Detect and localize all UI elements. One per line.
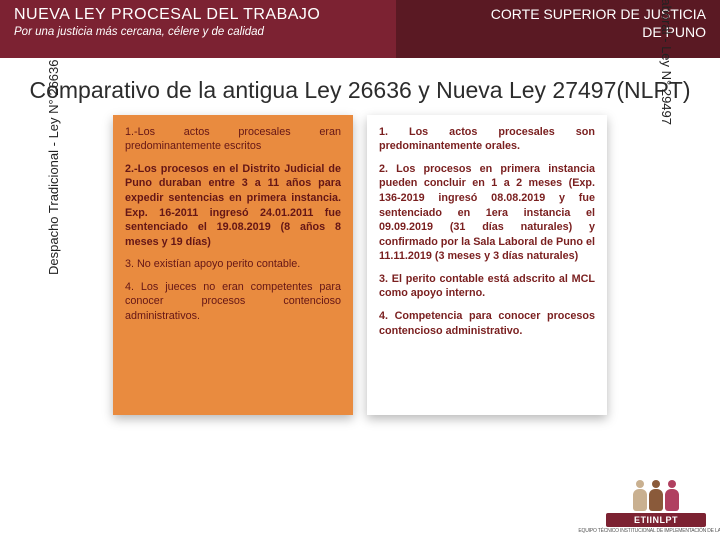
page-title-row: Comparativo de la antigua Ley 26636 y Nu… xyxy=(0,58,720,115)
panel-item: 1. Los actos procesales son predominante… xyxy=(379,125,595,154)
panel-item: 3. No existían apoyo perito contable. xyxy=(125,257,341,272)
right-vertical-label: Módulo Corporativo Laboral - Ley N° 2949… xyxy=(659,0,674,125)
comparison-area: Despacho Tradicional - Ley N° 26636 Módu… xyxy=(0,115,720,415)
panel-item: 4. Competencia para conocer procesos con… xyxy=(379,309,595,338)
footer-logo: ETIINLPT EQUIPO TÉCNICO INSTITUCIONAL DE… xyxy=(606,486,706,534)
logo-bar: ETIINLPT xyxy=(606,513,706,527)
header-left: NUEVA LEY PROCESAL DEL TRABAJO Por una j… xyxy=(0,0,396,58)
left-vertical-label: Despacho Tradicional - Ley N° 26636 xyxy=(46,59,61,275)
header-bar: NUEVA LEY PROCESAL DEL TRABAJO Por una j… xyxy=(0,0,720,58)
panel-item: 3. El perito contable está adscrito al M… xyxy=(379,272,595,301)
panel-item: 2.-Los procesos en el Distrito Judicial … xyxy=(125,162,341,249)
new-law-panel: 1. Los actos procesales son predominante… xyxy=(367,115,607,415)
logo-subtext: EQUIPO TÉCNICO INSTITUCIONAL DE IMPLEMEN… xyxy=(578,528,720,534)
panel-item: 4. Los jueces no eran competentes para c… xyxy=(125,280,341,324)
panels-container: 1.-Los actos procesales eran predominant… xyxy=(113,115,607,415)
header-title: NUEVA LEY PROCESAL DEL TRABAJO xyxy=(14,6,382,24)
header-subtitle: Por una justicia más cercana, célere y d… xyxy=(14,26,382,38)
panel-item: 2. Los procesos en primera instancia pue… xyxy=(379,162,595,264)
page-title: Comparativo de la antigua Ley 26636 y Nu… xyxy=(20,76,700,105)
logo-people-icon xyxy=(633,489,679,511)
panel-item: 1.-Los actos procesales eran predominant… xyxy=(125,125,341,154)
old-law-panel: 1.-Los actos procesales eran predominant… xyxy=(113,115,353,415)
